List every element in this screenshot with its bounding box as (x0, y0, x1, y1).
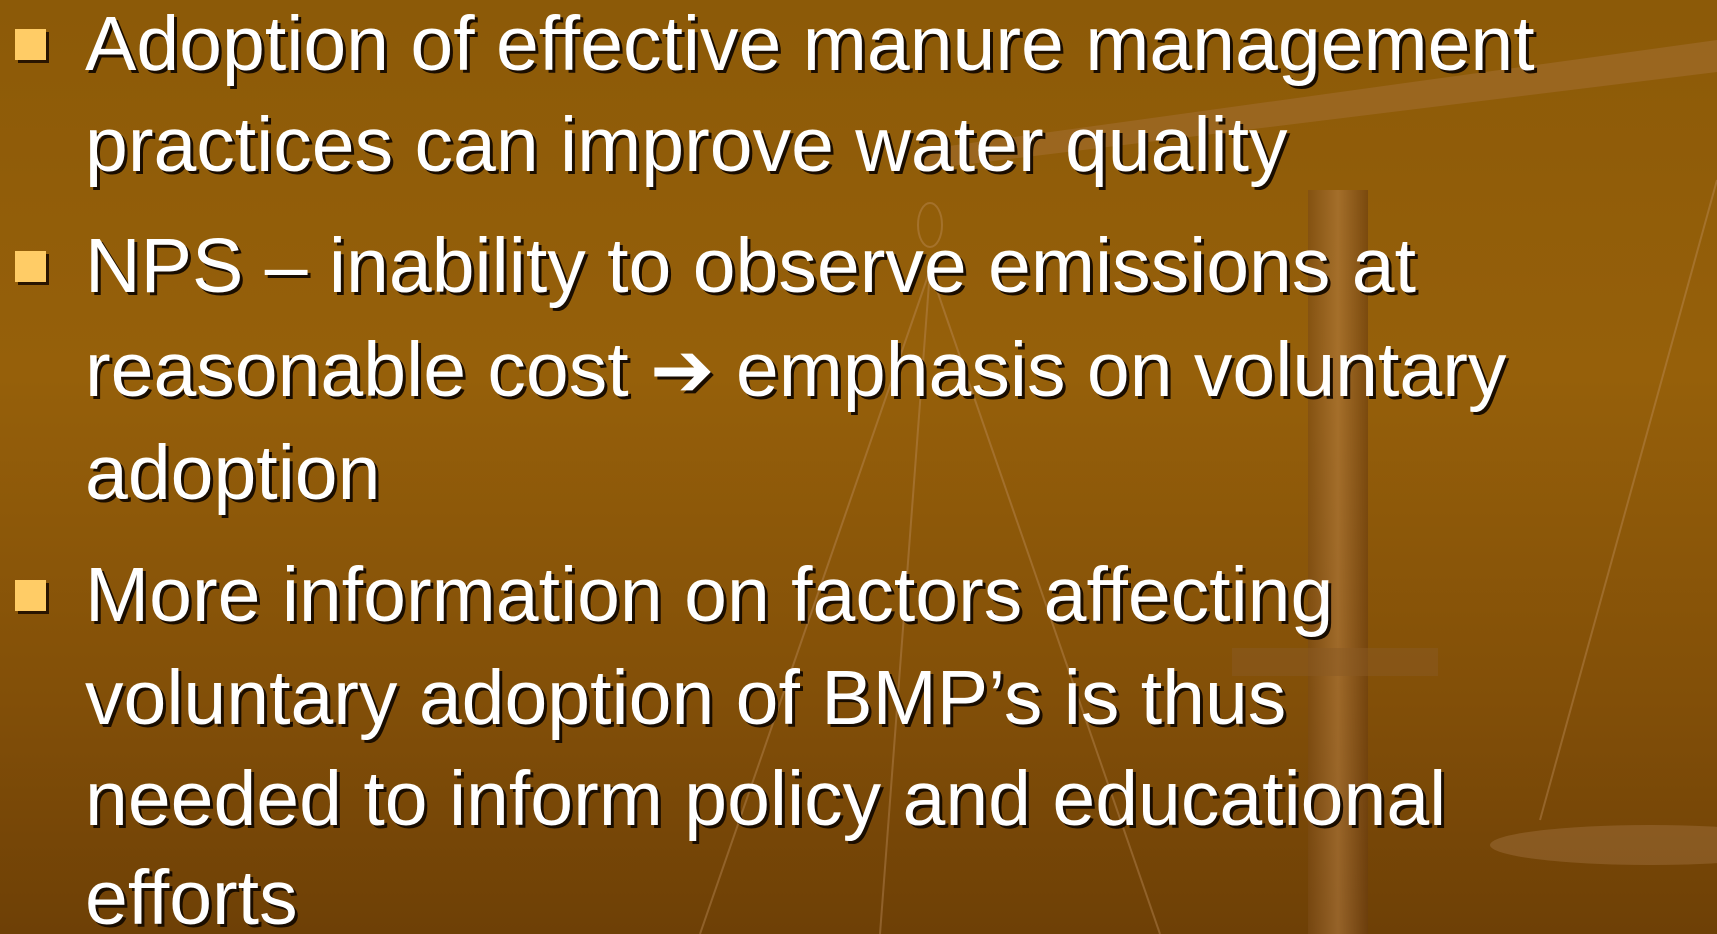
beam (920, 40, 1717, 170)
bullet-marker (15, 251, 46, 282)
bullet-marker (15, 29, 46, 60)
base (1232, 648, 1438, 676)
bullet-line: NPS – inability to observe emissions at (85, 223, 1416, 309)
bullet-line: reasonable cost ➔ emphasis on voluntary (85, 327, 1507, 413)
bullet-line: efforts (85, 855, 298, 934)
bullet-line: More information on factors affecting (85, 552, 1334, 638)
bullet-line: practices can improve water quality (85, 102, 1288, 188)
chains (699, 179, 1717, 934)
pillar (1308, 190, 1368, 934)
bullet-line: needed to inform policy and educational (85, 756, 1447, 842)
pan (1490, 825, 1717, 865)
bullet-marker (15, 580, 46, 611)
bullet-line: voluntary adoption of BMP’s is thus (85, 655, 1287, 741)
bullet-line: Adoption of effective manure management (85, 1, 1535, 87)
bullet-line: adoption (85, 430, 381, 516)
